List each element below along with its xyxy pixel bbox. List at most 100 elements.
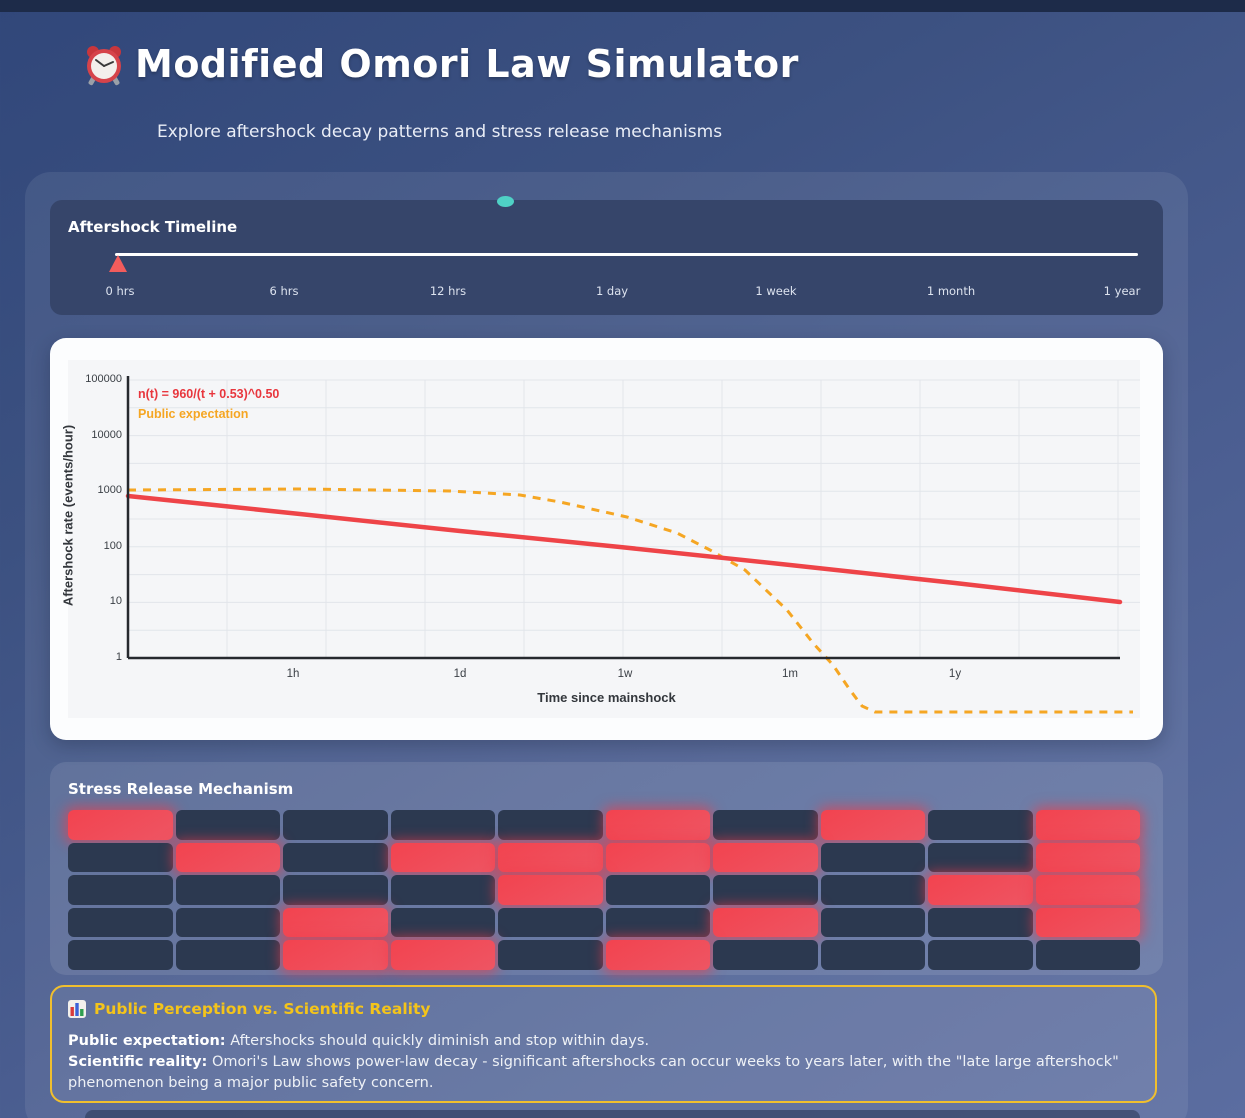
legend-public-expectation: Public expectation xyxy=(138,407,249,421)
stress-cell-stressed xyxy=(1035,875,1140,905)
stress-cell-relaxed xyxy=(68,875,173,905)
stress-cell-relaxed xyxy=(820,842,925,873)
stress-cell-relaxed xyxy=(928,907,1033,938)
timeline-label: 0 hrs xyxy=(105,284,135,298)
stress-cell-relaxed xyxy=(175,940,280,970)
stress-cell-relaxed xyxy=(498,907,603,938)
stress-cell-relaxed xyxy=(390,875,495,905)
x-tick-label: 1y xyxy=(948,668,962,680)
stress-cell-relaxed xyxy=(928,810,1033,840)
stress-grid xyxy=(68,810,1140,970)
stress-cell-relaxed xyxy=(390,810,495,840)
stress-cell-relaxed xyxy=(390,907,495,938)
stress-cell-relaxed xyxy=(928,842,1033,873)
timeline-label: 1 day xyxy=(595,284,629,298)
stress-cell-stressed xyxy=(713,842,818,873)
stress-cell-relaxed xyxy=(820,875,925,905)
stress-cell-relaxed xyxy=(498,810,603,840)
info-text-public: Aftershocks should quickly diminish and … xyxy=(225,1033,650,1049)
info-title: Public Perception vs. Scientific Reality xyxy=(94,1000,431,1018)
omori-decay-curve xyxy=(125,493,1123,605)
x-axis-title: Time since mainshock xyxy=(537,690,676,705)
stress-cell-stressed xyxy=(605,842,710,873)
stress-cell-relaxed xyxy=(820,907,925,938)
omori-chart xyxy=(125,376,1140,714)
stress-cell-relaxed xyxy=(713,940,818,970)
stress-cell-relaxed xyxy=(68,842,173,873)
timeline-label: 1 week xyxy=(755,284,797,298)
y-tick-label: 1000 xyxy=(97,484,122,497)
stress-cell-relaxed xyxy=(175,907,280,938)
stress-panel: Stress Release Mechanism xyxy=(50,762,1163,975)
stress-cell-stressed xyxy=(498,875,603,905)
timeline-label: 1 month xyxy=(926,284,976,298)
stress-cell-stressed xyxy=(713,907,818,938)
timeline-panel: Aftershock Timeline 0 hrs 6 hrs 12 hrs 1 da… xyxy=(50,196,1163,315)
page-subtitle: Explore aftershock decay patterns and st… xyxy=(157,122,723,142)
x-tick-label: 1h xyxy=(286,668,300,680)
timeline-label: 12 hrs xyxy=(429,284,467,298)
stress-cell-stressed xyxy=(605,810,710,840)
next-panel-sliver xyxy=(85,1110,1140,1118)
stress-cell-relaxed xyxy=(283,842,388,873)
timeline-label: 1 year xyxy=(1103,284,1141,298)
stress-cell-relaxed xyxy=(1035,940,1140,970)
y-tick-label: 100 xyxy=(103,539,122,552)
page-title: Modified Omori Law Simulator xyxy=(135,42,799,86)
timeline-title: Aftershock Timeline xyxy=(68,218,238,236)
stress-title: Stress Release Mechanism xyxy=(68,780,294,798)
stress-cell-stressed xyxy=(1035,907,1140,938)
stress-cell-relaxed xyxy=(928,940,1033,970)
stress-cell-stressed xyxy=(928,875,1033,905)
info-title-row: Public Perception vs. Scientific Reality xyxy=(68,1000,430,1018)
timeline-track[interactable] xyxy=(115,253,1138,256)
info-label-scientific: Scientific reality: xyxy=(68,1054,208,1071)
stress-cell-stressed xyxy=(68,810,173,840)
stress-cell-relaxed xyxy=(68,940,173,970)
stress-cell-relaxed xyxy=(605,907,710,938)
stress-cell-relaxed xyxy=(175,810,280,840)
stress-cell-stressed xyxy=(1035,842,1140,873)
stress-cell-relaxed xyxy=(68,907,173,938)
stress-cell-relaxed xyxy=(283,875,388,905)
stress-cell-stressed xyxy=(175,842,280,873)
x-tick-label: 1d xyxy=(453,668,467,680)
info-body: Public expectation: Aftershocks should q… xyxy=(68,1031,1130,1094)
stress-cell-relaxed xyxy=(713,810,818,840)
timeline-marker-icon[interactable] xyxy=(109,255,127,272)
y-tick-label: 10000 xyxy=(91,428,122,441)
stress-cell-relaxed xyxy=(713,875,818,905)
bar-chart-icon xyxy=(68,1000,86,1018)
stress-cell-stressed xyxy=(605,940,710,970)
stress-cell-stressed xyxy=(283,907,388,938)
stress-cell-relaxed xyxy=(175,875,280,905)
stress-cell-relaxed xyxy=(498,940,603,970)
stress-cell-stressed xyxy=(390,842,495,873)
y-tick-label: 1 xyxy=(115,651,122,663)
timeline-label: 6 hrs xyxy=(269,284,299,298)
stress-cell-stressed xyxy=(283,940,388,970)
stress-cell-relaxed xyxy=(820,940,925,970)
y-tick-label: 100000 xyxy=(85,373,122,385)
public-expectation-curve xyxy=(127,487,1133,714)
omori-chart-card: n(t) = 960/(t + 0.53)^0.50 Public expect… xyxy=(50,338,1163,740)
chart-gridlines xyxy=(128,379,1140,658)
stress-cell-stressed xyxy=(1035,810,1140,840)
x-tick-label: 1m xyxy=(782,668,798,680)
slider-handle-icon[interactable] xyxy=(497,196,514,207)
alarm-clock-icon xyxy=(87,46,121,86)
info-panel: Public Perception vs. Scientific Reality… xyxy=(50,985,1157,1103)
top-dark-strip xyxy=(0,0,1245,12)
timeline-labels: 0 hrs 6 hrs 12 hrs 1 day 1 week 1 month 1 year xyxy=(50,284,1163,302)
y-tick-label: 10 xyxy=(109,595,122,608)
x-tick-label: 1w xyxy=(617,668,633,680)
info-text-scientific: Omori's Law shows power-law decay - sign… xyxy=(68,1054,1119,1092)
info-label-public: Public expectation: xyxy=(68,1033,226,1049)
stress-cell-relaxed xyxy=(605,875,710,905)
legend-omori-formula: n(t) = 960/(t + 0.53)^0.50 xyxy=(138,387,280,401)
stress-cell-stressed xyxy=(498,842,603,873)
stress-cell-stressed xyxy=(390,940,495,970)
stress-cell-relaxed xyxy=(283,810,388,840)
stress-cell-stressed xyxy=(820,810,925,840)
chart-axes xyxy=(126,376,1120,660)
